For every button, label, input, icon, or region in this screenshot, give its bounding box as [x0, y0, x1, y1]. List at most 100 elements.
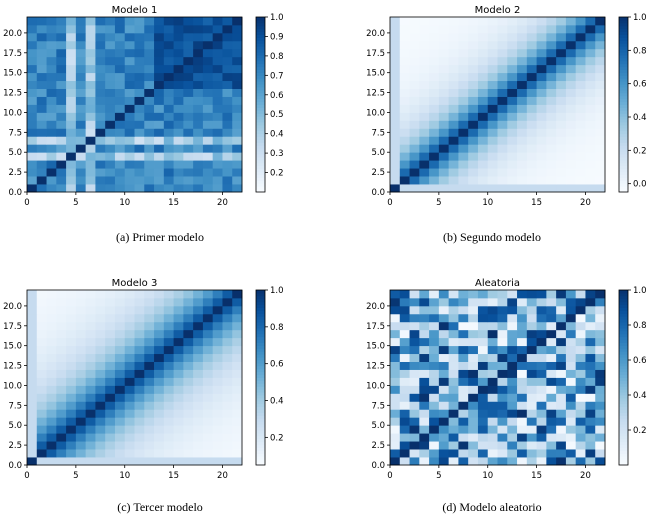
heatmap-cell: [526, 168, 537, 177]
heatmap-cell: [419, 160, 430, 169]
heatmap-cell: [183, 40, 194, 50]
heatmap-cell: [507, 24, 518, 34]
heatmap-cell: [163, 337, 174, 347]
heatmap-cell: [565, 449, 577, 458]
heatmap-cell: [419, 144, 430, 153]
heatmap-cell: [154, 96, 165, 105]
heatmap-cell: [154, 449, 165, 458]
heatmap-cell: [56, 361, 67, 370]
heatmap-cell: [144, 385, 155, 394]
heatmap-cell: [575, 160, 586, 169]
heatmap-cell: [448, 321, 459, 331]
heatmap-cell: [66, 457, 77, 466]
heatmap-cell: [507, 377, 518, 386]
heatmap-cell: [595, 417, 606, 426]
heatmap-cell: [419, 313, 430, 323]
heatmap-cell: [556, 168, 567, 177]
heatmap-cell: [458, 369, 469, 378]
heatmap-cell: [507, 385, 518, 394]
heatmap-cell: [124, 401, 135, 410]
colorbar-segment: [619, 22, 628, 27]
heatmap-cell: [202, 64, 214, 74]
heatmap-cell: [448, 417, 459, 426]
heatmap-cell: [419, 64, 430, 74]
colorbar-segment: [619, 371, 628, 376]
heatmap-cell: [517, 313, 528, 323]
heatmap-cell: [497, 80, 508, 89]
colorbar-segment: [256, 360, 265, 364]
heatmap-cell: [173, 176, 184, 185]
heatmap-cell: [27, 329, 38, 339]
heatmap-cell: [66, 120, 77, 129]
heatmap-cell: [409, 88, 420, 97]
heatmap-cell: [66, 112, 77, 121]
heatmap-cell: [114, 112, 126, 121]
heatmap-cell: [154, 425, 165, 434]
heatmap-cell: [56, 353, 67, 362]
heatmap-cell: [546, 128, 557, 137]
heatmap-cell: [399, 329, 410, 339]
heatmap-cell: [95, 88, 106, 97]
heatmap-cell: [556, 136, 567, 145]
heatmap-cell: [114, 433, 126, 442]
heatmap-cell: [193, 144, 204, 153]
heatmap-cell: [507, 297, 518, 307]
heatmap-cell: [477, 104, 489, 113]
heatmap-cell: [85, 305, 96, 315]
heatmap-cell: [585, 24, 596, 34]
heatmap-cell: [585, 417, 596, 426]
heatmap-cell: [163, 88, 174, 97]
heatmap-cell: [468, 128, 479, 137]
colorbar-segment: [619, 383, 628, 387]
heatmap-cell: [390, 425, 401, 434]
heatmap-cell: [575, 441, 586, 450]
heatmap-cell: [56, 152, 67, 161]
heatmap-cell: [222, 72, 233, 82]
heatmap-cell: [95, 401, 106, 410]
heatmap-cell: [144, 369, 155, 378]
heatmap-cell: [232, 104, 243, 113]
colorbar-segment: [256, 186, 265, 190]
heatmap-cell: [114, 80, 126, 89]
heatmap-cell: [399, 290, 410, 299]
heatmap-cell: [212, 24, 223, 34]
heatmap-cell: [66, 441, 77, 450]
colorbar-segment: [256, 52, 265, 56]
heatmap-cell: [419, 353, 430, 362]
heatmap-cell: [390, 120, 401, 129]
heatmap-cell: [409, 353, 420, 362]
heatmap-cell: [212, 120, 223, 129]
colorbar-segment: [619, 78, 628, 82]
heatmap-cell: [75, 457, 87, 466]
heatmap-cell: [477, 112, 489, 121]
heatmap-cell: [36, 88, 47, 97]
heatmap-cell: [173, 88, 184, 97]
heatmap-cell: [124, 449, 135, 458]
heatmap-cell: [399, 96, 410, 105]
heatmap-cell: [575, 401, 586, 410]
heatmap-cell: [507, 64, 518, 74]
heatmap-cell: [409, 409, 420, 418]
heatmap-cell: [575, 48, 586, 58]
y-tick-label: 2.5: [371, 441, 385, 451]
heatmap-cell: [419, 24, 430, 34]
heatmap-cell: [46, 449, 57, 458]
colorbar-segment: [619, 322, 628, 326]
heatmap-cell: [163, 369, 174, 378]
heatmap-cell: [154, 88, 165, 97]
heatmap-cell: [438, 160, 450, 169]
colorbar-tick-label: 0.9: [270, 32, 284, 42]
heatmap-cell: [507, 457, 518, 466]
y-tick-label: 17.5: [3, 49, 22, 59]
heatmap-cell: [497, 305, 508, 315]
heatmap-cell: [487, 32, 498, 42]
heatmap-cell: [144, 64, 155, 74]
heatmap-cell: [536, 409, 547, 418]
heatmap-cell: [144, 112, 155, 121]
heatmap-cell: [144, 104, 155, 113]
heatmap-cell: [114, 457, 126, 466]
heatmap-cell: [46, 48, 57, 58]
heatmap-cell: [85, 353, 96, 362]
heatmap-cell: [536, 17, 547, 26]
